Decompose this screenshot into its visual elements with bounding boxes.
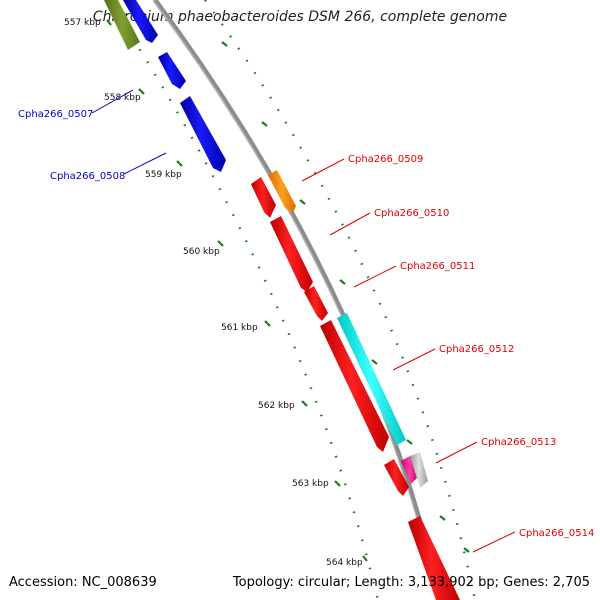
gene-label-0509[interactable]: Cpha266_0509	[348, 154, 423, 165]
connector-0512	[392, 348, 436, 371]
genome-backbone	[152, 0, 443, 600]
gene-olive[interactable]	[104, 0, 140, 50]
gene-magenta-cpha266-0513[interactable]	[401, 456, 418, 484]
tick-559	[176, 160, 183, 167]
tick-560	[217, 240, 224, 247]
gene-red-cpha266-0511[interactable]	[304, 286, 328, 321]
gene-blue-small[interactable]	[158, 52, 186, 89]
tick-fwd-1	[221, 41, 228, 47]
connector-0510	[329, 212, 371, 236]
forward-strand-features	[251, 170, 460, 600]
tick-labels: 557 kbp 558 kbp 559 kbp 560 kbp 561 kbp …	[64, 18, 363, 568]
gene-label-0510[interactable]: Cpha266_0510	[374, 208, 449, 219]
gene-label-0514[interactable]: Cpha266_0514	[519, 528, 594, 539]
tick-557	[106, 19, 112, 26]
gene-blue-top[interactable]	[123, 0, 158, 43]
tick-fwd-7	[439, 515, 446, 521]
tick-fwd-8	[463, 547, 470, 553]
reverse-strand-features	[104, 0, 226, 172]
tick-564	[362, 555, 368, 562]
tick-label-557: 557 kbp	[64, 18, 101, 28]
tick-label-562: 562 kbp	[258, 401, 295, 411]
tick-fwd-2	[261, 121, 268, 127]
connector-0508	[123, 152, 167, 175]
connector-0513	[435, 441, 478, 464]
genome-summary-text: Topology: circular; Length: 3,133,902 bp…	[232, 575, 590, 590]
tick-fwd-3	[299, 199, 306, 205]
tick-561	[264, 320, 271, 327]
gene-red-cpha266-0512[interactable]	[320, 320, 389, 452]
tick-label-559: 559 kbp	[145, 170, 182, 180]
tick-fwd-4	[339, 279, 346, 285]
connector-0509	[301, 158, 345, 182]
gene-red-cpha266-0514[interactable]	[408, 516, 460, 600]
tick-fwd-5	[371, 359, 378, 365]
tick-562	[301, 400, 308, 407]
tick-label-558: 558 kbp	[104, 93, 141, 103]
gene-labels: Cpha266_0507 Cpha266_0508 Cpha266_0509 C…	[18, 109, 594, 539]
tick-label-564: 564 kbp	[326, 558, 363, 568]
gene-orange-cpha266-0509[interactable]	[268, 170, 296, 213]
gene-label-0513[interactable]: Cpha266_0513	[481, 437, 556, 448]
gene-red-cpha266-0510[interactable]	[270, 216, 313, 292]
forward-tick-line	[204, 0, 477, 600]
gene-label-0508[interactable]: Cpha266_0508	[50, 171, 125, 182]
gene-grey-cpha266-0513[interactable]	[410, 452, 428, 488]
connector-0511	[353, 265, 397, 288]
gene-label-0511[interactable]: Cpha266_0511	[400, 261, 475, 272]
gene-label-0512[interactable]: Cpha266_0512	[439, 344, 514, 355]
gene-red-cpha266-0510a[interactable]	[251, 177, 276, 218]
gene-label-0507[interactable]: Cpha266_0507	[18, 109, 93, 120]
tick-label-563: 563 kbp	[292, 479, 329, 489]
gene-red-cpha266-0513[interactable]	[384, 459, 409, 496]
map-title: Chlorobium phaeobacteroides DSM 266, com…	[92, 9, 508, 25]
tick-fwd-6	[406, 439, 413, 445]
tick-563	[334, 480, 341, 487]
gene-blue-cpha266-0508[interactable]	[180, 96, 226, 172]
backbone-highlight	[152, 0, 439, 600]
connector-0507	[91, 89, 134, 114]
accession-text: Accession: NC_008639	[9, 575, 157, 590]
tick-label-561: 561 kbp	[221, 323, 258, 333]
tick-558	[138, 88, 145, 95]
major-ticks	[106, 19, 470, 562]
connector-0514	[472, 531, 516, 553]
gene-cyan-cpha266-0512[interactable]	[337, 313, 406, 445]
label-connectors	[91, 89, 516, 553]
tick-label-560: 560 kbp	[183, 247, 220, 257]
